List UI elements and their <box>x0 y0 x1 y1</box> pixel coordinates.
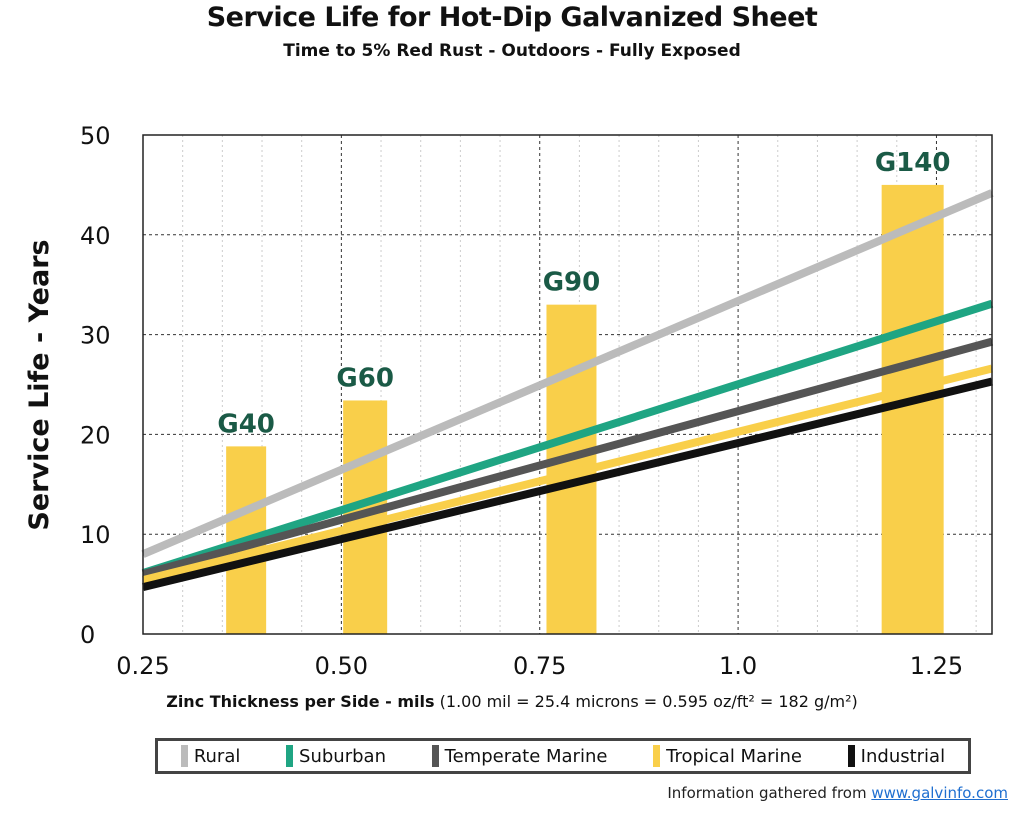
x-axis-unit-note: (1.00 mil = 25.4 microns = 0.595 oz/ft² … <box>439 692 858 711</box>
bar-label-g140: G140 <box>875 148 951 178</box>
x-axis-title: Zinc Thickness per Side - mils <box>166 692 435 711</box>
legend-label-temperate-marine: Temperate Marine <box>444 745 608 767</box>
bar-label-g60: G60 <box>336 363 394 393</box>
y-tick-label: 20 <box>80 421 111 449</box>
series-line-tropical-marine <box>142 364 993 584</box>
x-tick-label: 0.75 <box>513 652 566 680</box>
series-line-suburban <box>141 299 994 577</box>
y-tick-label: 40 <box>80 222 111 250</box>
legend-item-tropical-marine: Tropical Marine <box>653 745 802 767</box>
plot-frame <box>142 134 993 635</box>
y-tick-label: 30 <box>80 322 111 350</box>
credit-link[interactable]: www.galvinfo.com <box>871 784 1008 802</box>
legend-swatch-tropical-marine <box>653 745 661 767</box>
series-line-temperate-marine <box>141 337 994 578</box>
legend-label-industrial: Industrial <box>860 745 946 767</box>
x-tick-label: 1.0 <box>719 652 757 680</box>
legend-swatch-suburban <box>286 745 294 767</box>
legend-item-temperate-marine: Temperate Marine <box>431 745 608 767</box>
legend-item-rural: Rural <box>180 745 241 767</box>
x-tick-label: 1.25 <box>910 652 963 680</box>
legend-swatch-temperate-marine <box>431 745 439 767</box>
x-tick-label: 0.25 <box>116 652 169 680</box>
legend-label-suburban: Suburban <box>299 745 386 767</box>
y-tick-label: 0 <box>80 621 95 649</box>
x-tick-label: 0.50 <box>315 652 368 680</box>
chart-title: Service Life for Hot-Dip Galvanized Shee… <box>206 2 818 33</box>
series-line-industrial <box>142 377 993 591</box>
y-tick-label: 10 <box>80 521 111 549</box>
chart-plot: 0 10 20 30 40 50 0.25 0.50 0.75 1.0 1.25 G40 G60 G90… <box>24 122 994 680</box>
legend: Rural Suburban Temperate Marine Tropical… <box>155 738 971 774</box>
legend-swatch-industrial <box>847 745 855 767</box>
bar-label-g90: G90 <box>543 268 601 298</box>
legend-swatch-rural <box>180 745 188 767</box>
x-axis-label: Zinc Thickness per Side - mils (1.00 mil… <box>0 692 1024 711</box>
series-line-rural <box>141 189 994 558</box>
legend-label-tropical-marine: Tropical Marine <box>666 745 802 767</box>
y-axis-label: Service Life - Years <box>24 239 55 530</box>
legend-label-rural: Rural <box>193 745 241 767</box>
chart-subtitle: Time to 5% Red Rust - Outdoors - Fully E… <box>283 41 741 61</box>
source-credit: Information gathered from www.galvinfo.c… <box>667 784 1008 802</box>
bar-label-g40: G40 <box>217 409 275 439</box>
y-tick-label: 50 <box>80 122 111 150</box>
legend-item-suburban: Suburban <box>286 745 386 767</box>
credit-text: Information gathered from <box>667 784 867 802</box>
legend-item-industrial: Industrial <box>847 745 946 767</box>
